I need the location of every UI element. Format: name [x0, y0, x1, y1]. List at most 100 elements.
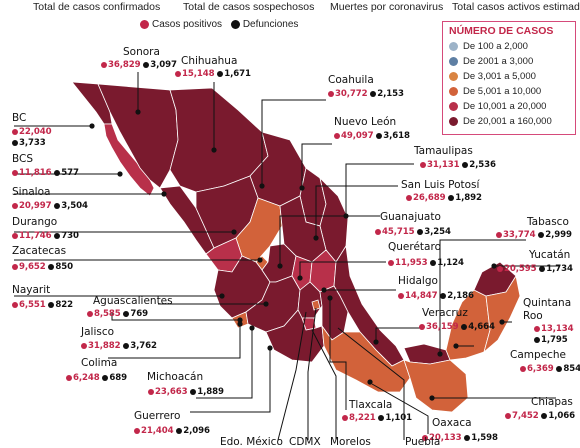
leader-queretaro: [299, 261, 386, 276]
state-name-campeche: Campeche: [510, 349, 567, 361]
anchor-bcs: [117, 171, 123, 177]
anchor-tabasco: [437, 351, 443, 357]
map-region-chiapas: [403, 359, 469, 413]
state-name-jalisco: Jalisco: [81, 326, 115, 338]
anchor-veracruz: [373, 339, 379, 345]
state-values-oaxaca: 20,133 1,598: [422, 433, 498, 443]
legend-swatch-5: [449, 101, 458, 111]
state-values-aguascalientes: 8,585 769: [87, 309, 148, 319]
leader-coahuila: [261, 99, 326, 184]
anchor-chiapas: [429, 395, 435, 401]
state-name-aguascalientes: Aguascalientes: [93, 295, 173, 307]
legend-label-2: De 2001 a 3,000: [463, 56, 534, 67]
quintana-roo-line1: Quintana: [523, 297, 572, 309]
legend-row-2: De 2001 a 3,000: [449, 56, 533, 67]
state-values-campeche: 6,369 854: [520, 364, 580, 374]
state-name-veracruz: Veracruz: [422, 307, 468, 319]
anchor-tamaulipas: [343, 213, 349, 219]
header-muertes: Muertes por coronavirus: [330, 1, 444, 13]
quintana-roo-line2: Roo: [523, 310, 543, 322]
legend-row-3: De 3,001 a 5,000: [449, 71, 536, 82]
state-values-hidalgo: 14,847 2,186: [398, 291, 474, 301]
state-name-coahuila: Coahuila: [328, 74, 374, 86]
state-values-tabasco: 33,774 2,999: [496, 230, 572, 240]
state-name-nuevo-leon: Nuevo León: [334, 116, 397, 128]
state-name-bcs: BCS: [12, 153, 34, 165]
anchor-bc: [89, 123, 95, 129]
leader-slp: [315, 185, 398, 236]
leader-jalisco: [111, 312, 238, 321]
state-name-zacatecas: Zacatecas: [12, 245, 67, 257]
state-values-colima: 6,248 689: [66, 373, 127, 383]
state-name-puebla: Puebla: [405, 436, 441, 448]
state-values-zacatecas: 9,652 850: [12, 262, 73, 272]
leader-colima: [108, 326, 241, 359]
leader-guerrero: [190, 350, 271, 413]
anchor-slp: [313, 235, 319, 241]
anchor-yucatan: [491, 263, 497, 269]
state-values-coahuila: 30,772 2,153: [328, 89, 404, 99]
state-name-michoacan: Michoacán: [147, 371, 204, 383]
state-name-chihuahua: Chihuahua: [181, 55, 238, 67]
state-values-chihuahua: 15,148 1,671: [175, 69, 251, 79]
anchor-zacatecas: [257, 257, 263, 263]
cases-legend: NÚMERO DE CASOS De 100 a 2,000 De 2001 a…: [442, 21, 576, 135]
state-values-veracruz: 36,159 4,664: [419, 322, 495, 332]
map-region-guerrero: [265, 309, 325, 363]
anchor-guanajuato: [277, 263, 283, 269]
leader-nuevo-leon: [301, 143, 332, 186]
defunciones-legend-label: Defunciones: [242, 19, 299, 30]
state-name-tlaxcala: Tlaxcala: [349, 399, 393, 411]
leader-cdmx: [307, 307, 317, 440]
state-values-bc: 22,040 3,733: [12, 127, 52, 149]
state-name-sinaloa: Sinaloa: [12, 186, 51, 198]
state-name-tabasco: Tabasco: [527, 216, 569, 228]
legend-row-1: De 100 a 2,000: [449, 41, 528, 52]
state-name-quintana-roo: Quintana Roo: [523, 297, 571, 323]
state-name-chiapas: Chiapas: [531, 396, 573, 408]
state-name-sonora: Sonora: [123, 46, 160, 58]
anchor-chihuahua: [211, 147, 217, 153]
legend-swatch-4: [449, 86, 458, 96]
state-values-bcs: 11,816 577: [12, 168, 79, 178]
legend-swatch-2: [449, 56, 458, 66]
anchor-nuevo-leon: [299, 185, 305, 191]
anchor-nayarit: [219, 293, 225, 299]
state-name-queretaro: Querétaro: [388, 241, 441, 253]
legend-label-5: De 10,001 a 20,000: [463, 101, 547, 112]
anchor-campeche: [453, 343, 459, 349]
anchor-tlaxcala: [327, 295, 333, 301]
state-values-sonora: 36,829 3,097: [101, 60, 177, 70]
map-region-quintana-roo: [483, 274, 521, 354]
legend-swatch-6: [449, 116, 458, 126]
positivos-legend-label: Casos positivos: [152, 19, 223, 30]
anchor-queretaro: [297, 275, 303, 281]
leader-veracruz: [375, 327, 420, 340]
state-name-bc: BC: [12, 112, 27, 124]
anchor-quintana-roo: [499, 319, 505, 325]
leader-tabasco: [439, 239, 526, 352]
state-values-sinaloa: 20,997 3,504: [12, 201, 88, 211]
legend-label-1: De 100 a 2,000: [463, 41, 528, 52]
state-values-michoacan: 23,663 1,889: [148, 387, 224, 397]
state-values-jalisco: 31,882 3,762: [81, 341, 157, 351]
legend-label-3: De 3,001 a 5,000: [463, 71, 536, 82]
anchor-dots: [89, 109, 505, 401]
state-name-nayarit: Nayarit: [12, 284, 51, 296]
map-region-bcs: [103, 123, 155, 197]
state-values-durango: 11,746 730: [12, 231, 79, 241]
state-values-nuevo-leon: 49,097 3,618: [334, 131, 410, 141]
state-name-oaxaca: Oaxaca: [432, 417, 472, 429]
series-legend: Casos positivos Defunciones: [140, 19, 298, 30]
anchor-michoacan: [249, 325, 255, 331]
state-name-yucatan: Yucatán: [529, 249, 571, 261]
state-name-durango: Durango: [12, 216, 58, 228]
state-name-tamaulipas: Tamaulipas: [414, 145, 473, 157]
leader-puebla: [337, 327, 405, 440]
state-values-slp: 26,689 1,892: [406, 193, 482, 203]
defunciones-legend-dot: [230, 19, 240, 29]
anchor-colima: [237, 321, 243, 327]
state-name-cdmx: CDMX: [289, 436, 321, 448]
anchor-aguascalientes: [263, 301, 269, 307]
